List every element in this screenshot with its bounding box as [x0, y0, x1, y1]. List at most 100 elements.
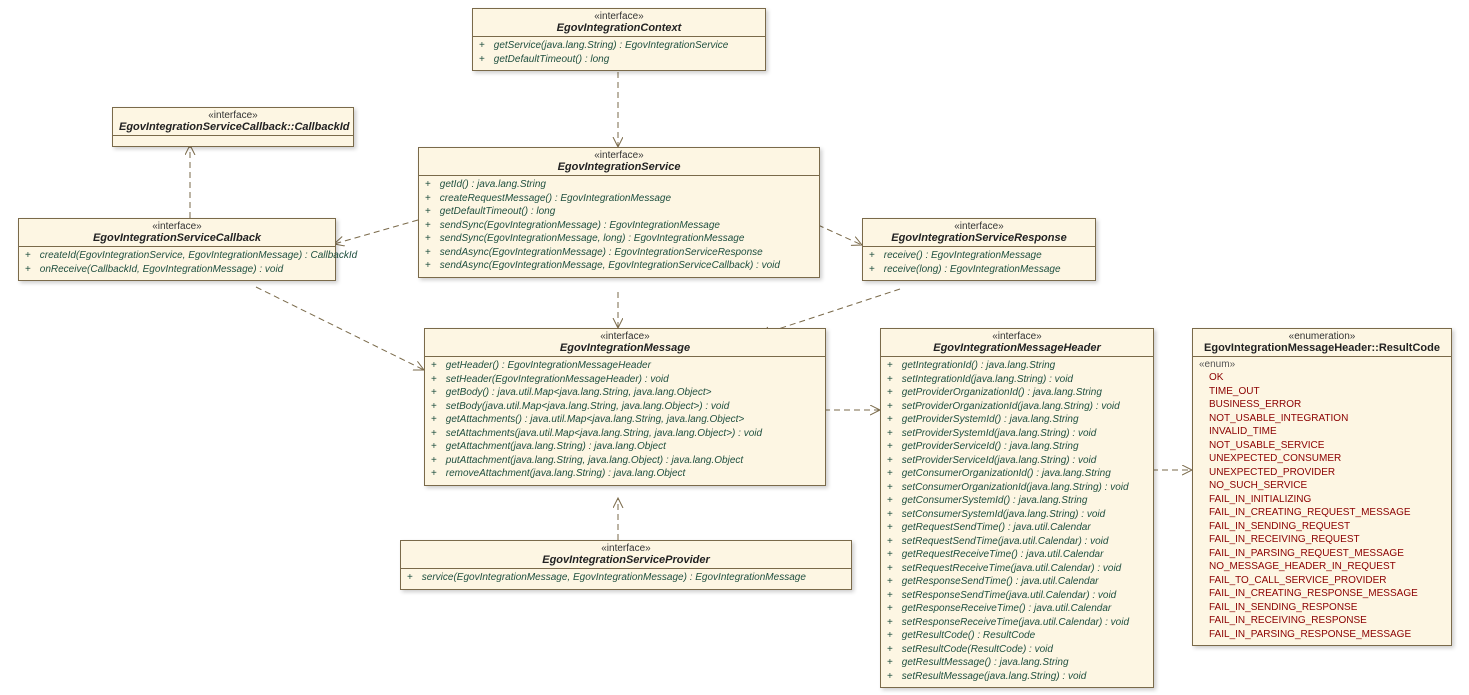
ops: + getIntegrationId() : java.lang.String+…: [881, 357, 1153, 687]
operation: + getDefaultTimeout() : long: [425, 205, 813, 219]
enum-item: FAIL_IN_CREATING_RESPONSE_MESSAGE: [1209, 587, 1445, 601]
stereo: «interface»: [407, 543, 845, 554]
operation: + getId() : java.lang.String: [425, 178, 813, 192]
operation: + getResponseReceiveTime() : java.util.C…: [887, 602, 1147, 616]
stereo: «enumeration»: [1199, 331, 1445, 342]
operation: + getConsumerSystemId() : java.lang.Stri…: [887, 494, 1147, 508]
enum-item: FAIL_IN_PARSING_REQUEST_MESSAGE: [1209, 547, 1445, 561]
operation: + setProviderSystemId(java.lang.String) …: [887, 427, 1147, 441]
box-provider: «interface» EgovIntegrationServiceProvid…: [400, 540, 852, 590]
class-name: EgovIntegrationMessage: [431, 342, 819, 354]
operation: + getAttachment(java.lang.String) : java…: [431, 440, 819, 454]
stereo: «interface»: [431, 331, 819, 342]
enum-item: FAIL_IN_INITIALIZING: [1209, 493, 1445, 507]
enum-items: OKTIME_OUTBUSINESS_ERRORNOT_USABLE_INTEG…: [1199, 370, 1445, 641]
operation: + setConsumerOrganizationId(java.lang.St…: [887, 481, 1147, 495]
operation: + getProviderSystemId() : java.lang.Stri…: [887, 413, 1147, 427]
enum-item: NO_SUCH_SERVICE: [1209, 479, 1445, 493]
stereo: «interface»: [869, 221, 1089, 232]
box-result-code: «enumeration» EgovIntegrationMessageHead…: [1192, 328, 1452, 646]
enum-item: FAIL_IN_RECEIVING_RESPONSE: [1209, 614, 1445, 628]
ops: + getHeader() : EgovIntegrationMessageHe…: [425, 357, 825, 485]
class-name: EgovIntegrationMessageHeader::ResultCode: [1199, 342, 1445, 354]
enum-item: NOT_USABLE_SERVICE: [1209, 439, 1445, 453]
operation: + getDefaultTimeout() : long: [479, 53, 759, 67]
stereo: «interface»: [425, 150, 813, 161]
operation: + onReceive(CallbackId, EgovIntegrationM…: [25, 263, 329, 277]
operation: + sendAsync(EgovIntegrationMessage) : Eg…: [425, 246, 813, 260]
operation: + receive(long) : EgovIntegrationMessage: [869, 263, 1089, 277]
enum-item: FAIL_IN_RECEIVING_REQUEST: [1209, 533, 1445, 547]
operation: + createId(EgovIntegrationService, EgovI…: [25, 249, 329, 263]
enum-item: OK: [1209, 371, 1445, 385]
operation: + setResultMessage(java.lang.String) : v…: [887, 670, 1147, 684]
operation: + setResponseReceiveTime(java.util.Calen…: [887, 616, 1147, 630]
box-callback-id: «interface» EgovIntegrationServiceCallba…: [112, 107, 354, 147]
stereo: «interface»: [887, 331, 1147, 342]
box-context: «interface» EgovIntegrationContext + get…: [472, 8, 766, 71]
operation: + getAttachments() : java.util.Map<java.…: [431, 413, 819, 427]
operation: + getProviderServiceId() : java.lang.Str…: [887, 440, 1147, 454]
box-callback: «interface» EgovIntegrationServiceCallba…: [18, 218, 336, 281]
enum-label: «enum»: [1199, 359, 1445, 370]
operation: + setHeader(EgovIntegrationMessageHeader…: [431, 373, 819, 387]
enum-item: UNEXPECTED_CONSUMER: [1209, 452, 1445, 466]
box-response: «interface» EgovIntegrationServiceRespon…: [862, 218, 1096, 281]
operation: + removeAttachment(java.lang.String) : j…: [431, 467, 819, 481]
operation: + getResponseSendTime() : java.util.Cale…: [887, 575, 1147, 589]
enum-item: NOT_USABLE_INTEGRATION: [1209, 412, 1445, 426]
enum-item: FAIL_IN_SENDING_RESPONSE: [1209, 601, 1445, 615]
operation: + putAttachment(java.lang.String, java.l…: [431, 454, 819, 468]
enum-item: NO_MESSAGE_HEADER_IN_REQUEST: [1209, 560, 1445, 574]
operation: + getHeader() : EgovIntegrationMessageHe…: [431, 359, 819, 373]
ops: + createId(EgovIntegrationService, EgovI…: [19, 247, 335, 280]
box-message: «interface» EgovIntegrationMessage + get…: [424, 328, 826, 486]
operation: + getBody() : java.util.Map<java.lang.St…: [431, 386, 819, 400]
class-name: EgovIntegrationServiceCallback: [25, 232, 329, 244]
operation: + getProviderOrganizationId() : java.lan…: [887, 386, 1147, 400]
dependency-arrow: [334, 220, 418, 244]
operation: + getConsumerOrganizationId() : java.lan…: [887, 467, 1147, 481]
operation: + setIntegrationId(java.lang.String) : v…: [887, 373, 1147, 387]
operation: + setResponseSendTime(java.util.Calendar…: [887, 589, 1147, 603]
operation: + setConsumerSystemId(java.lang.String) …: [887, 508, 1147, 522]
operation: + receive() : EgovIntegrationMessage: [869, 249, 1089, 263]
operation: + service(EgovIntegrationMessage, EgovIn…: [407, 571, 845, 585]
operation: + getService(java.lang.String) : EgovInt…: [479, 39, 759, 53]
class-name: EgovIntegrationContext: [479, 22, 759, 34]
class-name: EgovIntegrationServiceCallback::Callback…: [119, 121, 347, 133]
class-name: EgovIntegrationService: [425, 161, 813, 173]
box-header: «interface» EgovIntegrationMessageHeader…: [880, 328, 1154, 688]
class-name: EgovIntegrationServiceResponse: [869, 232, 1089, 244]
enum-item: FAIL_IN_CREATING_REQUEST_MESSAGE: [1209, 506, 1445, 520]
dependency-arrow: [256, 287, 424, 370]
enum-item: FAIL_IN_SENDING_REQUEST: [1209, 520, 1445, 534]
enum-item: INVALID_TIME: [1209, 425, 1445, 439]
operation: + getRequestSendTime() : java.util.Calen…: [887, 521, 1147, 535]
operation: + getResultMessage() : java.lang.String: [887, 656, 1147, 670]
enum-item: BUSINESS_ERROR: [1209, 398, 1445, 412]
enum-item: FAIL_TO_CALL_SERVICE_PROVIDER: [1209, 574, 1445, 588]
operation: + sendSync(EgovIntegrationMessage, long)…: [425, 232, 813, 246]
operation: + getIntegrationId() : java.lang.String: [887, 359, 1147, 373]
operation: + setRequestSendTime(java.util.Calendar)…: [887, 535, 1147, 549]
operation: + setProviderServiceId(java.lang.String)…: [887, 454, 1147, 468]
stereo: «interface»: [25, 221, 329, 232]
operation: + setProviderOrganizationId(java.lang.St…: [887, 400, 1147, 414]
stereo: «interface»: [119, 110, 347, 121]
stereo: «interface»: [479, 11, 759, 22]
box-service: «interface» EgovIntegrationService + get…: [418, 147, 820, 278]
operation: + setRequestReceiveTime(java.util.Calend…: [887, 562, 1147, 576]
operation: + sendAsync(EgovIntegrationMessage, Egov…: [425, 259, 813, 273]
operation: + setAttachments(java.util.Map<java.lang…: [431, 427, 819, 441]
class-name: EgovIntegrationServiceProvider: [407, 554, 845, 566]
enum-item: UNEXPECTED_PROVIDER: [1209, 466, 1445, 480]
ops: + getId() : java.lang.String+ createRequ…: [419, 176, 819, 277]
operation: + sendSync(EgovIntegrationMessage) : Ego…: [425, 219, 813, 233]
enum-item: FAIL_IN_PARSING_RESPONSE_MESSAGE: [1209, 628, 1445, 642]
enum-item: TIME_OUT: [1209, 385, 1445, 399]
operation: + setBody(java.util.Map<java.lang.String…: [431, 400, 819, 414]
dependency-arrow: [818, 225, 862, 245]
operation: + getRequestReceiveTime() : java.util.Ca…: [887, 548, 1147, 562]
operation: + createRequestMessage() : EgovIntegrati…: [425, 192, 813, 206]
